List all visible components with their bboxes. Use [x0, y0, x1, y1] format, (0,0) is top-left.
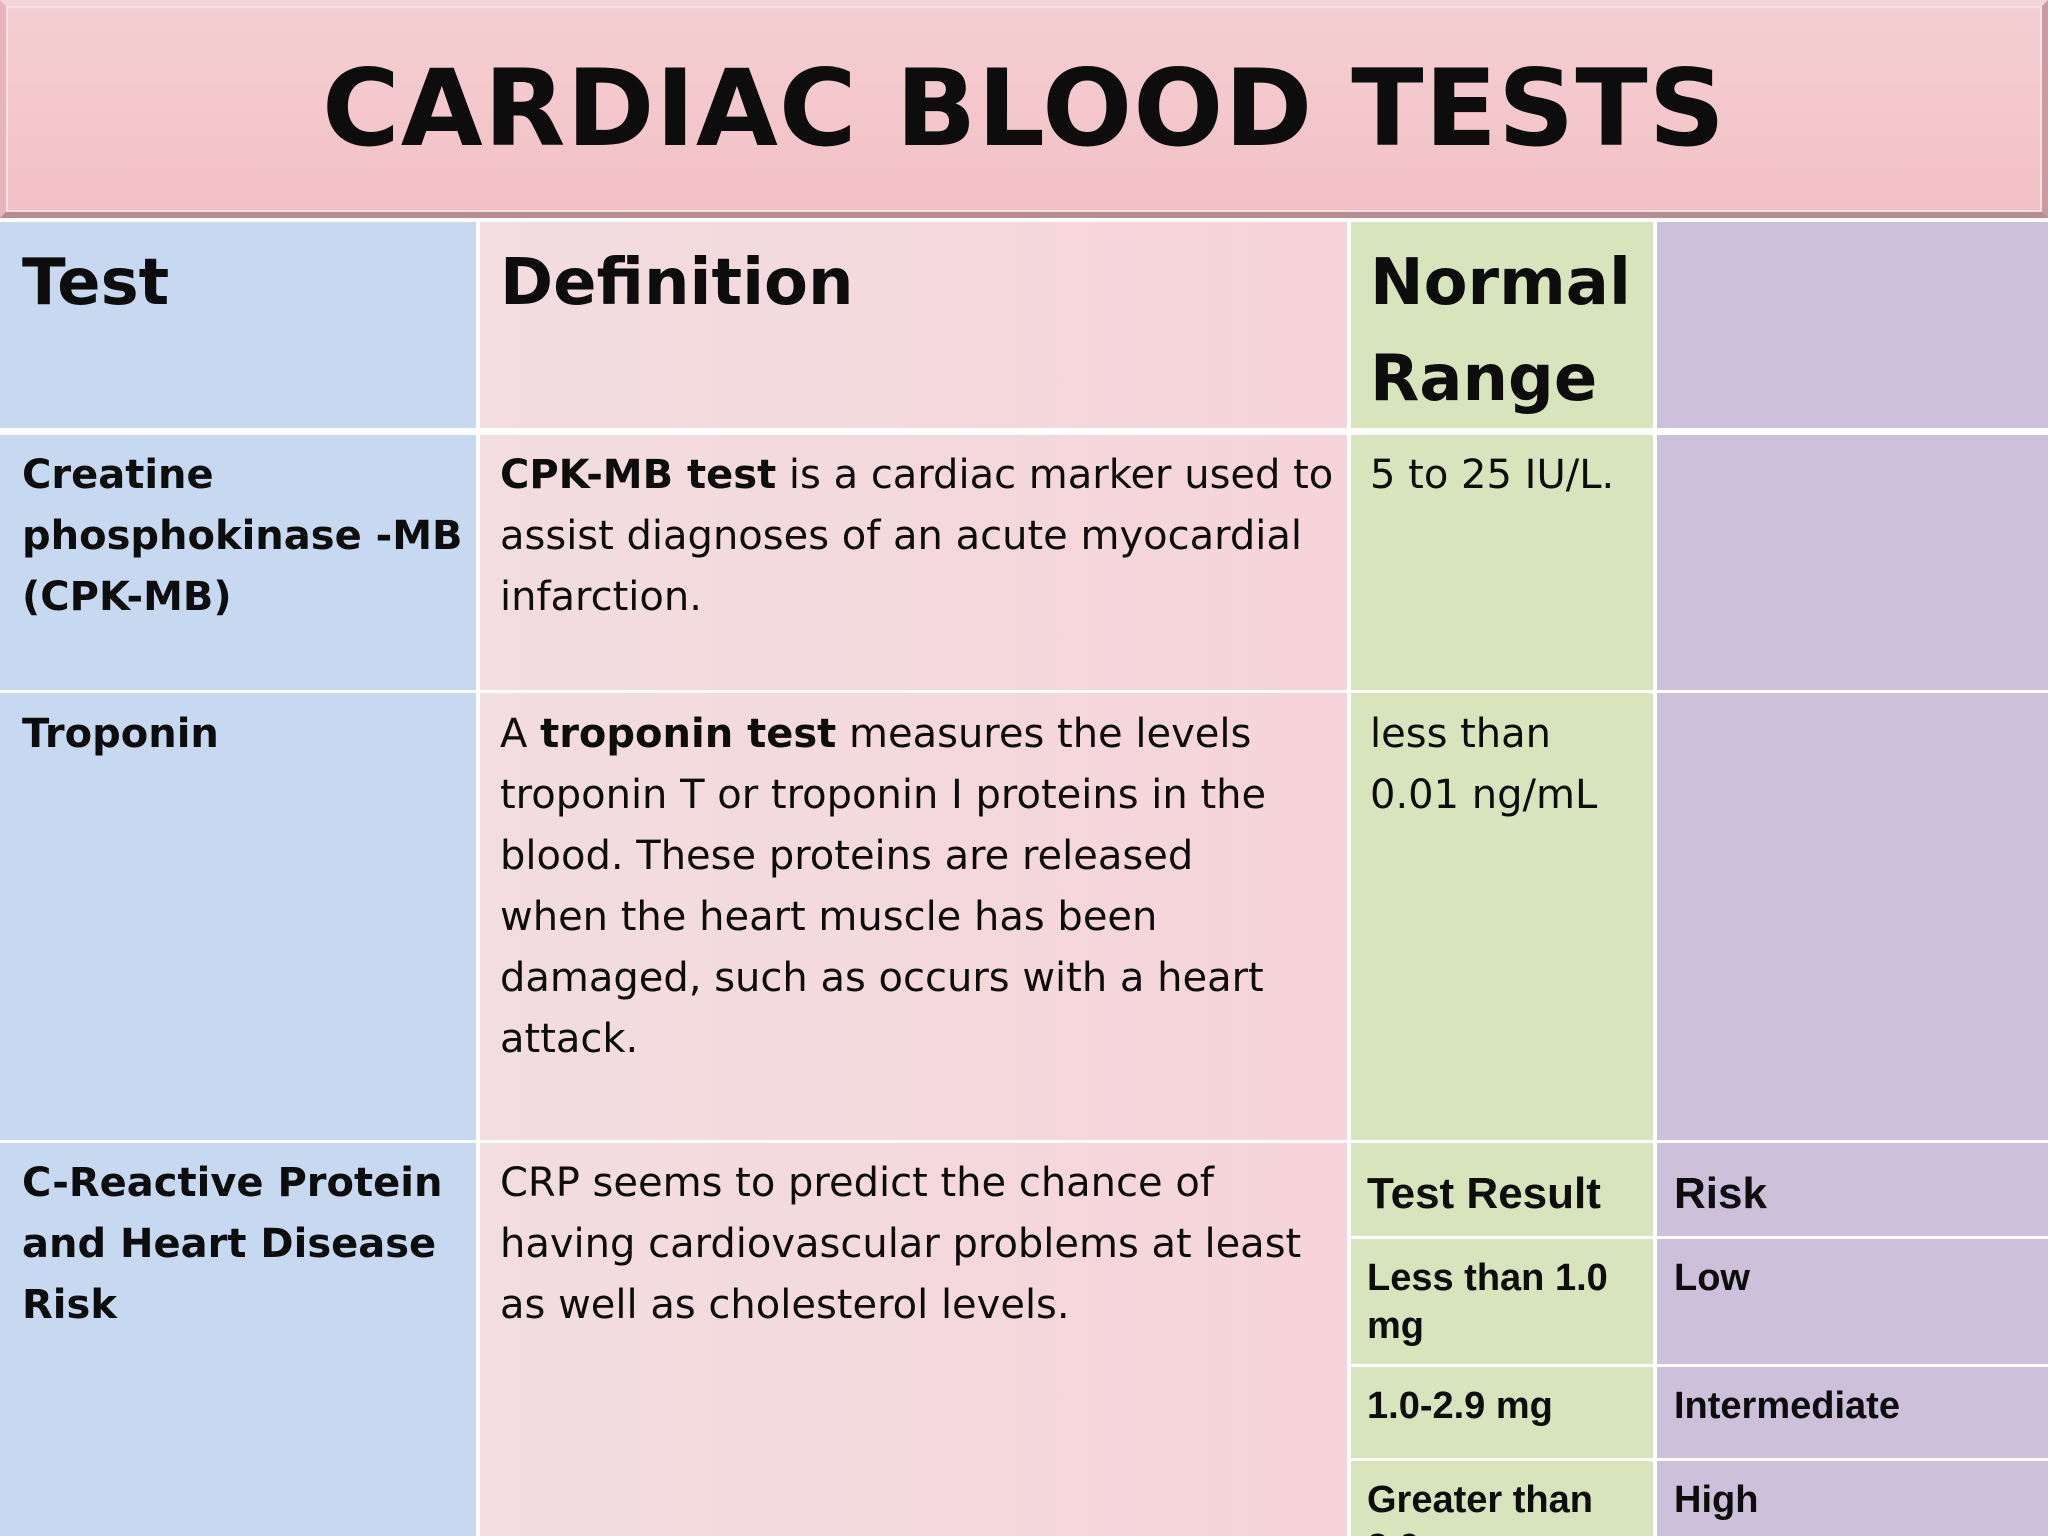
risk-table-divider [1351, 1236, 2048, 1239]
row-divider [0, 1140, 2048, 1143]
test-name-line: (CPK-MB) [22, 574, 232, 620]
slide-title: CARDIAC BLOOD TESTS [322, 46, 1726, 170]
header-test: Test [22, 246, 170, 320]
definition-bold-term: CPK-MB test [500, 452, 777, 498]
row-cpkmb-definition: CPK-MB test is a cardiac marker used to … [500, 445, 1340, 628]
definition-text: A [500, 711, 541, 757]
row-troponin-normal-range: less than 0.01 ng/mL [1370, 704, 1597, 826]
risk-level-intermediate: Intermediate [1674, 1385, 1900, 1427]
header-normal-range-line2: Range [1370, 342, 1598, 416]
definition-bold-term: troponin test [540, 711, 837, 757]
definition-column [480, 222, 1347, 1536]
risk-result-intermediate: 1.0-2.9 mg [1367, 1382, 1553, 1430]
row-troponin-definition: A troponin test measures the levels trop… [500, 704, 1340, 1070]
definition-line: damaged, such as occurs with a heart [500, 955, 1264, 1001]
risk-table-divider [1351, 1458, 2048, 1461]
definition-line: CRP seems to predict the chance of [500, 1160, 1214, 1206]
test-name-line: Risk [22, 1282, 117, 1328]
definition-text: measures the levels [836, 711, 1252, 757]
header-divider [0, 428, 2048, 435]
header-normal-range-line1: Normal [1370, 246, 1631, 320]
definition-line: A troponin test measures the levels [500, 704, 1340, 765]
row-crp-definition: CRP seems to predict the chance of havin… [500, 1153, 1340, 1336]
definition-line: troponin T or troponin I proteins in the [500, 772, 1267, 818]
risk-result-high: Greater than 3.0 [1367, 1476, 1593, 1536]
risk-result-line: mg [1367, 1305, 1424, 1347]
test-name-line: phosphokinase -MB [22, 513, 463, 559]
test-name-line: and Heart Disease [22, 1221, 437, 1267]
risk-table-divider [1351, 1364, 2048, 1367]
risk-header-result: Test Result [1367, 1169, 1601, 1218]
row-divider [0, 690, 2048, 693]
risk-result-line: Less than 1.0 [1367, 1257, 1608, 1299]
risk-level-high: High [1674, 1479, 1759, 1521]
row-cpkmb-normal-range: 5 to 25 IU/L. [1370, 452, 1615, 498]
header-definition: Definition [500, 246, 854, 320]
risk-result-line: 1.0-2.9 mg [1367, 1385, 1553, 1427]
normal-range-column [1351, 222, 1653, 1536]
test-name-line: C-Reactive Protein [22, 1160, 443, 1206]
test-column [0, 222, 476, 1536]
normal-range-line: 0.01 ng/mL [1370, 772, 1598, 818]
risk-result-line: 3.0 [1367, 1524, 1593, 1536]
test-name-line: Creatine [22, 452, 214, 498]
row-troponin-test: Troponin [22, 704, 219, 765]
definition-line: attack. [500, 1016, 639, 1062]
risk-header-risk: Risk [1674, 1169, 1767, 1218]
definition-line: when the heart muscle has been [500, 894, 1158, 940]
definition-line: assist diagnoses of an acute myocardial [500, 513, 1302, 559]
definition-line: blood. These proteins are released [500, 833, 1194, 879]
test-name-line: Troponin [22, 711, 219, 757]
title-banner: CARDIAC BLOOD TESTS [0, 0, 2048, 218]
risk-level-low: Low [1674, 1257, 1750, 1299]
definition-line: infarction. [500, 574, 702, 620]
definition-text: is a cardiac marker used to [776, 452, 1334, 498]
column-separator [1347, 222, 1351, 1536]
risk-result-line: Greater than [1367, 1479, 1593, 1521]
definition-line: as well as cholesterol levels. [500, 1282, 1070, 1328]
column-separator [476, 222, 480, 1536]
risk-result-low: Less than 1.0 mg [1367, 1254, 1608, 1350]
normal-range-line: less than [1370, 711, 1552, 757]
row-cpkmb-test: Creatine phosphokinase -MB (CPK-MB) [22, 445, 463, 628]
row-crp-test: C-Reactive Protein and Heart Disease Ris… [22, 1153, 442, 1336]
extra-column [1657, 222, 2048, 1536]
definition-line: CPK-MB test is a cardiac marker used to [500, 445, 1340, 506]
column-separator [1653, 222, 1657, 1536]
definition-line: having cardiovascular problems at least [500, 1221, 1302, 1267]
